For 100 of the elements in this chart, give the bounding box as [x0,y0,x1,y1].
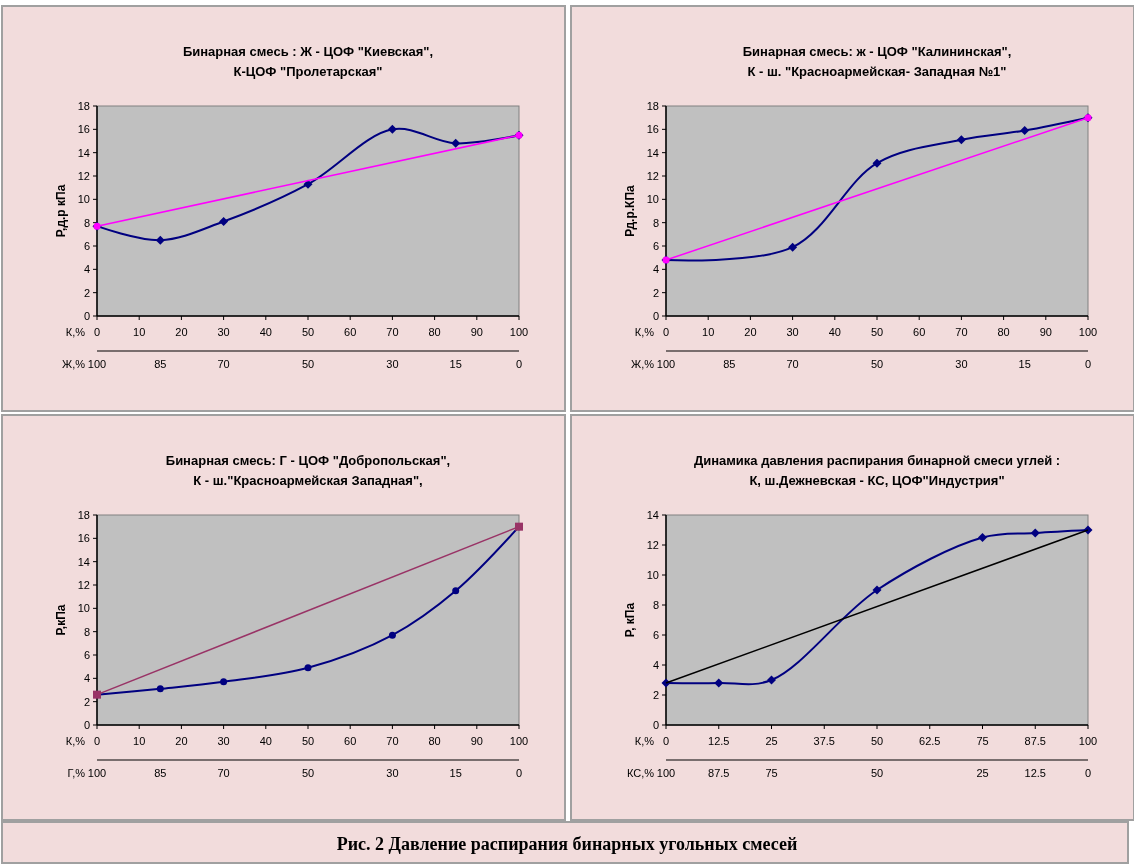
x-tick-label: 50 [301,326,315,338]
x-axis-title: К,% [634,326,655,338]
x-tick-label: 37.5 [813,735,835,747]
y-tick-label: 18 [77,100,90,112]
x2-axis-title: Ж,% [631,358,655,370]
y-tick-label: 0 [83,719,90,731]
x2-tick-label: 15 [1018,358,1031,370]
x-tick-label: 10 [702,326,715,338]
x-tick-label: 90 [470,735,483,747]
y-tick-label: 14 [77,146,90,159]
y-tick-label: 4 [83,263,90,276]
x2-tick-label: 85 [154,767,167,779]
point [155,235,165,245]
y-axis-title: Р,кПа [54,604,68,636]
x-tick-label: 12.5 [708,735,730,747]
x-tick-label: 25 [765,735,778,747]
y-tick-label: 6 [652,629,659,641]
y-tick-label: 16 [77,123,90,136]
y-axis-title: Р,д.р кПа [54,184,68,238]
chart-title: Динамика давления распирания бинарной смеси углей : [693,453,1061,468]
y-tick-label: 0 [652,310,659,322]
x-tick-label: 20 [175,326,188,338]
y-tick-label: 14 [646,146,659,159]
y-axis-title: Р, кПа [623,602,637,638]
chart-title: Бинарная смесь: Г - ЦОФ "Добропольская", [165,453,451,468]
x2-tick-label: 100 [87,767,107,779]
x-tick-label: 40 [828,326,841,338]
x-tick-label: 0 [662,326,670,338]
chart-subtitle: К-ЦОФ "Пролетарская" [233,64,383,79]
x2-tick-label: 12.5 [1024,767,1046,779]
x-tick-label: 80 [997,326,1010,338]
point [304,664,312,672]
y-tick-label: 2 [652,689,659,701]
point [1020,126,1030,135]
x-axis-title: К,% [65,735,86,747]
y-tick-label: 2 [83,286,90,299]
point [219,217,229,226]
point [156,685,164,693]
x2-tick-label: 85 [154,358,167,370]
y-tick-label: 8 [83,216,90,229]
y-axis-title: Рд.р.КПа [623,184,637,237]
x-tick-label: 87.5 [1024,735,1046,747]
x2-tick-label: 25 [976,767,989,779]
x2-axis-title: КС,% [626,767,655,779]
point [388,631,396,639]
x-tick-label: 80 [428,326,441,338]
x-tick-label: 20 [175,735,188,747]
point [788,242,798,252]
x-tick-label: 10 [133,326,146,338]
x2-tick-label: 50 [870,358,884,370]
y-tick-label: 10 [77,602,90,615]
y-tick-label: 16 [646,123,659,136]
x2-tick-label: 70 [217,358,230,370]
x-tick-label: 62.5 [919,735,941,747]
x-tick-label: 60 [913,326,926,338]
x2-tick-label: 85 [723,358,736,370]
y-tick-label: 0 [652,719,659,731]
y-tick-label: 12 [646,539,659,551]
y-tick-label: 8 [652,216,659,229]
x-tick-label: 40 [259,735,272,747]
text: Рис. 2 Давление распирания бинарных угольных смесей [336,834,798,854]
point [220,678,228,686]
x2-tick-label: 30 [386,767,399,779]
point [714,678,724,688]
x-axis-title: К,% [65,326,86,338]
x-tick-label: 10 [133,735,146,747]
point [978,533,987,542]
y-tick-label: 4 [652,263,659,276]
x-tick-label: 50 [301,735,315,747]
y-tick-label: 14 [77,555,90,568]
y-tick-label: 8 [83,625,90,638]
y-tick-label: 6 [83,240,90,252]
x2-tick-label: 15 [449,767,462,779]
x-tick-label: 70 [386,735,399,747]
x-tick-label: 30 [217,326,230,338]
chart-subtitle: К, ш.Дежневская - КС, ЦОФ"Индустрия" [749,473,1005,488]
y-tick-label: 2 [83,695,90,708]
chart-subtitle: К - ш. "Красноармейская- Западная №1" [747,64,1007,79]
x-tick-label: 0 [93,326,101,338]
y-tick-label: 0 [83,310,90,322]
x2-tick-label: 50 [301,767,315,779]
x2-tick-label: 75 [765,767,778,779]
x2-tick-label: 30 [386,358,399,370]
x2-tick-label: 0 [515,358,523,370]
x-axis-title: К,% [634,735,655,747]
point [452,587,460,595]
x2-tick-label: 100 [656,358,676,370]
x-tick-label: 100 [1078,735,1098,747]
y-tick-label: 8 [652,599,659,611]
point [387,124,397,134]
y-tick-label: 6 [83,649,90,661]
x2-tick-label: 87.5 [708,767,730,779]
x2-tick-label: 15 [449,358,462,370]
x-tick-label: 30 [786,326,799,338]
point [956,135,966,145]
y-tick-label: 10 [646,193,659,206]
x-tick-label: 20 [744,326,757,338]
x2-tick-label: 0 [515,767,523,779]
x-tick-label: 100 [509,735,529,747]
x-tick-label: 90 [470,326,483,338]
